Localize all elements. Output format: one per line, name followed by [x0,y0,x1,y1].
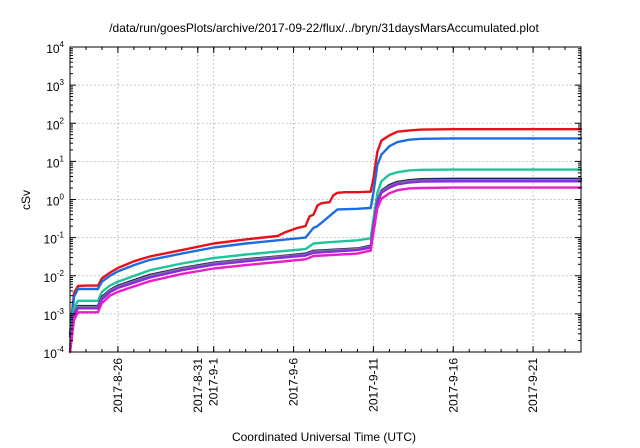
y-tick-label: 10-3 [44,307,65,323]
y-tick-label: 102 [46,116,64,132]
series-line [68,186,583,354]
chart-title: /data/run/goesPlots/archive/2017-09-22/f… [109,21,539,35]
x-tick-label: 2017-9-21 [526,358,540,413]
y-tick-label: 100 [46,193,64,209]
series-line [68,178,583,354]
y-tick-label: 10-4 [44,345,65,361]
x-tick-label: 2017-8-31 [191,358,205,413]
x-tick-label: 2017-9-16 [446,358,460,413]
y-tick-label: 101 [46,154,64,170]
x-tick-label: 2017-9-1 [207,358,221,406]
x-tick-labels: 2017-8-26 2017-8-31 2017-9-1 2017-9-6 2017-9… [111,358,540,413]
y-tick-label: 104 [46,40,64,56]
series-line [68,177,583,354]
y-tick-label: 10-1 [44,231,65,247]
series-line [68,127,583,335]
series-line [68,168,583,347]
x-tick-label: 2017-9-6 [287,358,301,406]
y-axis-label: cSv [19,190,33,210]
y-tick-labels: 10-4 10-3 10-2 10-1 100 101 102 103 104 [44,40,65,361]
y-tick-label: 103 [46,78,64,94]
y-tick-label: 10-2 [44,269,65,285]
series-layer [68,127,583,354]
x-axis-label: Coordinated Universal Time (UTC) [232,430,416,444]
grid [70,47,581,352]
x-tick-label: 2017-8-26 [111,358,125,413]
series-line [68,137,583,338]
series-line [68,180,583,354]
axis-ticks [69,46,582,353]
x-tick-label: 2017-9-11 [366,358,380,412]
